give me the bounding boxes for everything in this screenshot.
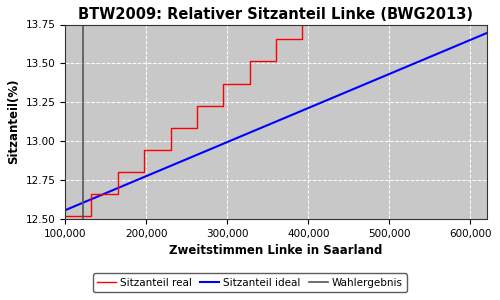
Line: Sitzanteil real: Sitzanteil real bbox=[65, 0, 486, 216]
Title: BTW2009: Relativer Sitzanteil Linke (BWG2013): BTW2009: Relativer Sitzanteil Linke (BWG… bbox=[78, 7, 473, 22]
Sitzanteil real bbox=[88, 214, 94, 218]
Sitzanteil real bbox=[62, 214, 68, 218]
Sitzanteil real bbox=[88, 193, 94, 196]
Line: Sitzanteil ideal: Sitzanteil ideal bbox=[65, 33, 486, 210]
Legend: Sitzanteil real, Sitzanteil ideal, Wahlergebnis: Sitzanteil real, Sitzanteil ideal, Wahle… bbox=[93, 274, 407, 292]
Sitzanteil ideal bbox=[265, 123, 271, 127]
Sitzanteil real bbox=[194, 126, 200, 130]
Sitzanteil real bbox=[168, 126, 173, 130]
Sitzanteil ideal bbox=[62, 208, 68, 212]
Sitzanteil real bbox=[300, 15, 306, 19]
Sitzanteil real bbox=[115, 193, 121, 196]
Sitzanteil ideal bbox=[313, 103, 319, 106]
Sitzanteil real bbox=[246, 82, 252, 85]
Sitzanteil ideal bbox=[290, 112, 296, 116]
Sitzanteil real bbox=[246, 60, 252, 63]
Sitzanteil real bbox=[141, 148, 147, 152]
Sitzanteil ideal bbox=[262, 124, 268, 128]
Sitzanteil real bbox=[300, 38, 306, 41]
Sitzanteil ideal bbox=[408, 63, 414, 67]
Sitzanteil real bbox=[220, 82, 226, 85]
Sitzanteil real bbox=[115, 170, 121, 174]
Sitzanteil real bbox=[220, 104, 226, 107]
Sitzanteil real bbox=[273, 38, 279, 41]
Sitzanteil real bbox=[141, 170, 147, 174]
Sitzanteil ideal bbox=[474, 35, 480, 39]
Sitzanteil ideal bbox=[484, 31, 490, 35]
Sitzanteil real bbox=[194, 104, 200, 107]
Sitzanteil real bbox=[326, 15, 332, 19]
X-axis label: Zweitstimmen Linke in Saarland: Zweitstimmen Linke in Saarland bbox=[169, 244, 382, 257]
Sitzanteil real bbox=[168, 148, 173, 152]
Sitzanteil real bbox=[273, 60, 279, 63]
Y-axis label: Sitzanteil(%): Sitzanteil(%) bbox=[7, 79, 20, 164]
